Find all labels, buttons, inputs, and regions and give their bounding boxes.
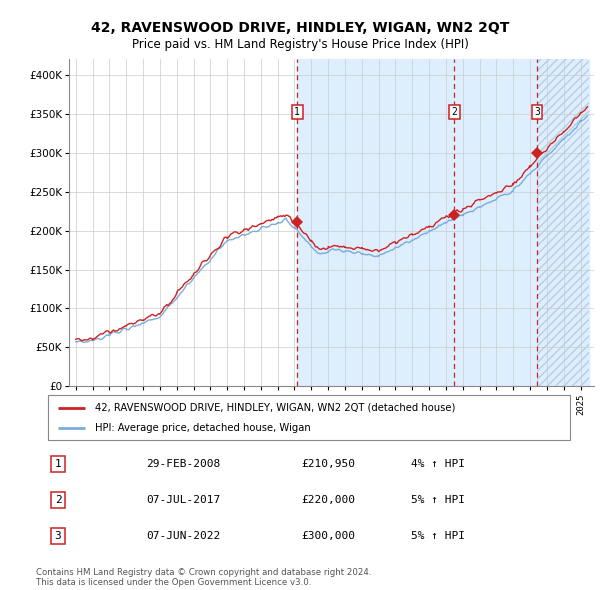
Text: £220,000: £220,000: [301, 495, 355, 505]
Text: Price paid vs. HM Land Registry's House Price Index (HPI): Price paid vs. HM Land Registry's House …: [131, 38, 469, 51]
Text: 2: 2: [55, 495, 61, 505]
Text: £300,000: £300,000: [301, 531, 355, 541]
Text: 5% ↑ HPI: 5% ↑ HPI: [412, 531, 466, 541]
Text: 1: 1: [294, 107, 300, 117]
FancyBboxPatch shape: [48, 395, 570, 440]
Text: Contains HM Land Registry data © Crown copyright and database right 2024.
This d: Contains HM Land Registry data © Crown c…: [36, 568, 371, 587]
Text: £210,950: £210,950: [301, 459, 355, 469]
Text: 07-JUN-2022: 07-JUN-2022: [146, 531, 221, 541]
Text: 2: 2: [451, 107, 457, 117]
Bar: [537, 59, 589, 386]
Text: 42, RAVENSWOOD DRIVE, HINDLEY, WIGAN, WN2 2QT (detached house): 42, RAVENSWOOD DRIVE, HINDLEY, WIGAN, WN…: [95, 403, 455, 412]
Text: 1: 1: [55, 459, 61, 469]
Bar: [297, 59, 589, 386]
Text: 4% ↑ HPI: 4% ↑ HPI: [412, 459, 466, 469]
Text: 29-FEB-2008: 29-FEB-2008: [146, 459, 221, 469]
Text: HPI: Average price, detached house, Wigan: HPI: Average price, detached house, Wiga…: [95, 423, 311, 433]
Text: 3: 3: [55, 531, 61, 541]
Text: 5% ↑ HPI: 5% ↑ HPI: [412, 495, 466, 505]
Text: 07-JUL-2017: 07-JUL-2017: [146, 495, 221, 505]
Text: 3: 3: [534, 107, 540, 117]
Text: 42, RAVENSWOOD DRIVE, HINDLEY, WIGAN, WN2 2QT: 42, RAVENSWOOD DRIVE, HINDLEY, WIGAN, WN…: [91, 21, 509, 35]
